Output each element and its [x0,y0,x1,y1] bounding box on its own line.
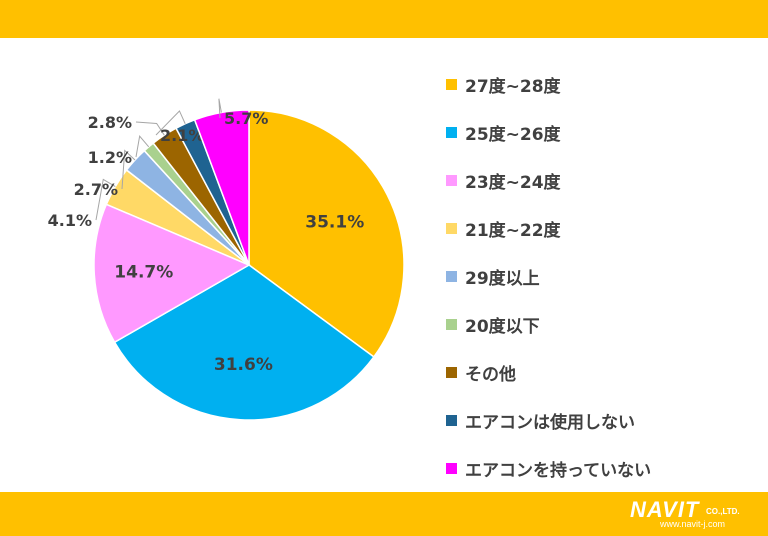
legend-swatch [446,270,457,282]
legend-swatch [446,414,457,426]
bottom-band [0,492,768,536]
pie-slice [93,203,251,344]
top-band [0,0,768,38]
navit-logo: NAVIT CO.,LTD. www.navit-j.com [630,497,760,531]
legend-item: 21度~22度 [446,204,756,252]
legend-label: エアコンを持っていない [465,460,652,481]
legend-swatch [446,462,457,474]
legend-swatch [446,78,457,90]
data-label: 5.7% [224,109,268,128]
legend-label: その他 [465,364,516,385]
leader-line [218,98,222,119]
legend-label: 23度~24度 [465,172,561,193]
logo-text: NAVIT [630,497,700,522]
pie-slice [248,109,405,358]
legend-swatch [446,126,457,138]
leader-line [135,121,165,136]
data-label: 31.6% [214,355,273,375]
leader-line [155,110,186,136]
data-label: 35.1% [305,213,364,233]
legend-label: 20度以下 [465,316,540,337]
legend-swatch [446,366,457,378]
logo-suffix: CO.,LTD. [706,507,740,516]
legend-label: 21度~22度 [465,220,561,241]
leader-line [95,178,116,221]
data-label: 4.1% [48,211,92,230]
legend-item: 23度~24度 [446,156,756,204]
legend-item: エアコンは使用しない [446,396,756,444]
legend-item: 27度~28度 [446,60,756,108]
data-label: 2.8% [88,113,132,132]
legend-item: 20度以下 [446,300,756,348]
legend-label: 29度以上 [465,268,540,289]
legend-item: その他 [446,348,756,396]
data-label: 2.7% [74,180,118,199]
legend-item: 25度~26度 [446,108,756,156]
pie-chart: 35.1% 31.6% 14.7% 4.1% 2.7% 1.2% 2.8% 2.1% 5.7% [48,98,405,421]
data-label: 1.2% [88,148,132,167]
legend-label: エアコンは使用しない [465,412,635,433]
legend-item: エアコンを持っていない [446,444,756,492]
chart-legend: 27度~28度 25度~26度 23度~24度 21度~22度 29度以上 20度以下その… [446,60,756,492]
data-label: 2.1% [160,126,204,145]
legend-swatch [446,174,457,186]
legend-label: 27度~28度 [465,76,561,97]
data-label: 14.7% [114,262,173,282]
legend-label: 25度~26度 [465,124,561,145]
legend-swatch [446,318,457,330]
legend-swatch [446,222,457,234]
pie-slice [113,264,375,421]
leader-line [121,149,136,190]
logo-url: www.navit-j.com [660,519,726,529]
leader-line [135,135,150,158]
legend-item: 29度以上 [446,252,756,300]
